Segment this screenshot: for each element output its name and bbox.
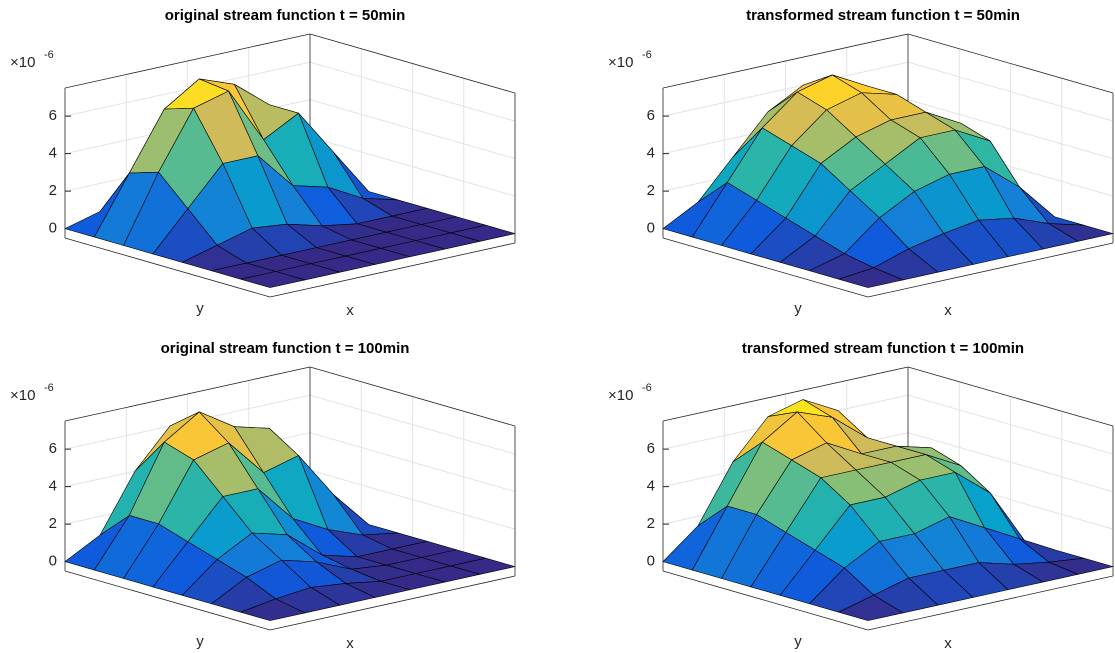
exponent: -6: [642, 49, 652, 61]
z-tick-label: 6: [49, 440, 57, 457]
exponent: -6: [642, 382, 652, 394]
axis-edge: [309, 33, 516, 94]
exponent-base: ×10: [10, 54, 35, 71]
axis-edge: [662, 33, 909, 89]
z-tick-label: 4: [49, 478, 57, 495]
surface-patch: [838, 594, 904, 621]
exponent-base: ×10: [608, 54, 633, 71]
axis-edge: [269, 242, 516, 298]
axis-edge: [662, 237, 869, 298]
z-tick-label: 6: [647, 440, 655, 457]
z-tick-label: 4: [647, 478, 655, 495]
exponent-base: ×10: [10, 387, 35, 404]
z-tick-label: 0: [49, 553, 57, 570]
z-tick-label: 2: [49, 515, 57, 532]
axis-edge: [662, 366, 909, 422]
z-tick-label: 2: [647, 515, 655, 532]
y-axis-label: y: [196, 300, 204, 317]
chart-title: transformed stream function t = 100min: [742, 340, 1024, 357]
axis-edge: [907, 366, 1114, 427]
exponent: -6: [44, 382, 54, 394]
axis-edge: [867, 575, 1114, 631]
z-tick-label: 0: [647, 220, 655, 237]
panel: 0 2 4 6 transformed stream function t = 100m…: [608, 340, 1114, 652]
z-tick-label: 0: [647, 553, 655, 570]
x-axis-label: x: [944, 302, 952, 319]
z-tick-label: 6: [647, 107, 655, 124]
surface-patch: [240, 598, 306, 621]
exponent: -6: [44, 49, 54, 61]
axis-edge: [309, 366, 516, 427]
chart-title: original stream function t = 50min: [165, 7, 405, 24]
axis-edge: [907, 33, 1114, 94]
axis-edge: [867, 242, 1114, 298]
y-axis-label: y: [794, 300, 802, 317]
axis-edge: [64, 237, 271, 298]
x-axis-label: x: [346, 635, 354, 652]
z-tick-label: 2: [647, 182, 655, 199]
z-tick-label: 6: [49, 107, 57, 124]
axis-edge: [662, 570, 869, 631]
z-tick-label: 4: [647, 145, 655, 162]
exponent-base: ×10: [608, 387, 633, 404]
z-tick-label: 4: [49, 145, 57, 162]
panel: 0 2 4 6 transformed stream function t = 50mi…: [608, 7, 1114, 319]
panel: 0 2 4 6 original stream function t = 100min y…: [10, 340, 516, 652]
y-axis-label: y: [794, 633, 802, 650]
surface-patch: [240, 271, 306, 288]
z-tick-label: 2: [49, 182, 57, 199]
axis-edge: [64, 33, 311, 89]
x-axis-label: x: [944, 635, 952, 652]
panel: 0 2 4 6 original stream function t = 50min y x…: [10, 7, 516, 319]
axis-edge: [64, 366, 311, 422]
chart-title: original stream function t = 100min: [161, 340, 410, 357]
chart-title: transformed stream function t = 50min: [746, 7, 1020, 24]
y-axis-label: y: [196, 633, 204, 650]
surface-patch: [838, 267, 904, 288]
z-tick-label: 0: [49, 220, 57, 237]
axis-edge: [64, 570, 271, 631]
x-axis-label: x: [346, 302, 354, 319]
axis-edge: [269, 575, 516, 631]
